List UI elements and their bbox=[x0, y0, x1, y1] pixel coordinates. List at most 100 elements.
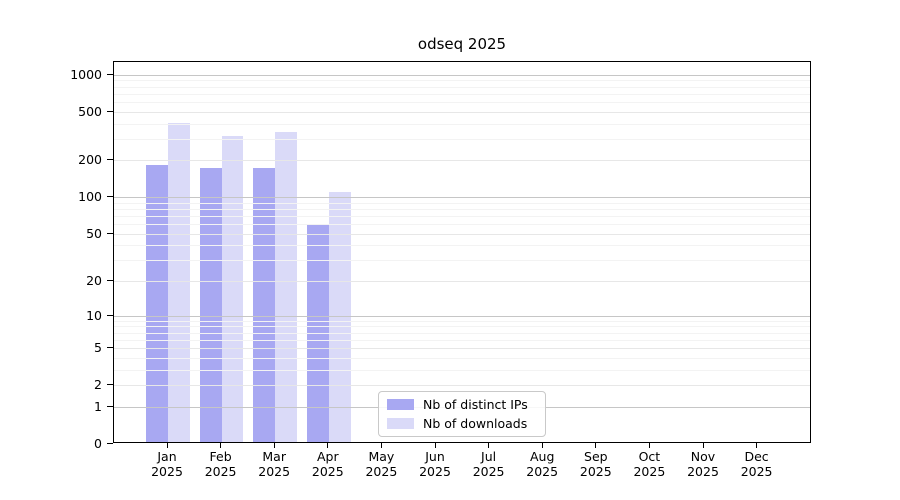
x-tick-month: Feb bbox=[209, 449, 232, 464]
y-tick-mark bbox=[107, 110, 113, 112]
x-tick-label: May 2025 bbox=[349, 449, 413, 479]
gridline bbox=[114, 123, 810, 125]
x-tick-month: Jun bbox=[425, 449, 445, 464]
y-tick-mark bbox=[107, 346, 113, 348]
gridline bbox=[114, 160, 810, 162]
bar-downloads bbox=[221, 135, 244, 442]
x-tick-mark bbox=[488, 443, 490, 448]
x-tick-label: Apr 2025 bbox=[296, 449, 360, 479]
y-tick-label: 200 bbox=[78, 152, 102, 168]
x-tick-month: Nov bbox=[690, 449, 716, 464]
gridline bbox=[114, 74, 810, 76]
gridline bbox=[114, 339, 810, 341]
legend-row-downloads: Nb of downloads bbox=[387, 416, 537, 431]
y-tick-label: 1000 bbox=[70, 66, 102, 82]
gridline bbox=[114, 86, 810, 88]
x-tick-year: 2025 bbox=[472, 464, 505, 479]
gridline bbox=[114, 315, 810, 317]
x-tick-year: 2025 bbox=[687, 464, 719, 479]
bar-distinct-ips bbox=[199, 168, 222, 442]
x-tick-label: Mar 2025 bbox=[242, 449, 306, 479]
y-tick-label: 2 bbox=[94, 376, 102, 392]
y-tick-mark bbox=[107, 159, 113, 161]
bar-distinct-ips bbox=[307, 225, 329, 442]
x-tick-year: 2025 bbox=[365, 464, 398, 479]
gridline bbox=[114, 369, 810, 371]
legend: Nb of distinct IPs Nb of downloads bbox=[378, 391, 546, 437]
gridline bbox=[114, 224, 810, 226]
x-tick-year: 2025 bbox=[526, 464, 559, 479]
gridline bbox=[114, 280, 810, 282]
y-tick-mark bbox=[107, 73, 113, 75]
y-tick-label: 10 bbox=[86, 307, 102, 323]
x-tick-year: 2025 bbox=[258, 464, 291, 479]
x-tick-month: Jan bbox=[157, 449, 177, 464]
y-tick-label: 100 bbox=[78, 189, 102, 205]
gridline bbox=[114, 215, 810, 217]
x-tick-year: 2025 bbox=[204, 464, 237, 479]
x-tick-year: 2025 bbox=[419, 464, 451, 479]
x-tick-month: Dec bbox=[744, 449, 769, 464]
x-tick-month: Apr bbox=[316, 449, 339, 464]
x-tick-label: Feb 2025 bbox=[189, 449, 253, 479]
gridline bbox=[114, 197, 810, 199]
x-tick-mark bbox=[273, 443, 275, 448]
x-tick-month: Oct bbox=[638, 449, 661, 464]
y-tick-mark bbox=[107, 442, 113, 444]
gridline bbox=[114, 80, 810, 82]
x-tick-year: 2025 bbox=[579, 464, 612, 479]
x-tick-mark bbox=[434, 443, 436, 448]
y-tick-mark bbox=[107, 405, 113, 407]
y-tick-mark bbox=[107, 383, 113, 385]
y-tick-label: 500 bbox=[78, 103, 102, 119]
gridline bbox=[114, 93, 810, 95]
x-tick-month: Aug bbox=[529, 449, 555, 464]
x-tick-mark bbox=[648, 443, 650, 448]
x-tick-label: Oct 2025 bbox=[617, 449, 681, 479]
y-tick-label: 0 bbox=[94, 435, 102, 451]
plot-area bbox=[113, 61, 811, 443]
gridline bbox=[114, 245, 810, 247]
x-tick-label: Dec 2025 bbox=[725, 449, 789, 479]
x-tick-label: Jun 2025 bbox=[403, 449, 467, 479]
x-tick-label: Sep 2025 bbox=[564, 449, 628, 479]
legend-label-downloads: Nb of downloads bbox=[423, 416, 528, 431]
gridline bbox=[114, 233, 810, 235]
y-tick-label: 1 bbox=[94, 398, 102, 414]
gridline bbox=[114, 260, 810, 262]
x-tick-mark bbox=[327, 443, 329, 448]
y-tick-mark bbox=[107, 279, 113, 281]
gridline bbox=[114, 101, 810, 103]
legend-swatch-distinct-ips bbox=[387, 399, 414, 410]
gridline bbox=[114, 202, 810, 204]
gridline bbox=[114, 320, 810, 322]
bar-downloads bbox=[328, 191, 351, 442]
x-tick-label: Jul 2025 bbox=[457, 449, 521, 479]
gridline bbox=[114, 357, 810, 359]
x-tick-mark bbox=[702, 443, 704, 448]
x-tick-month: Jul bbox=[481, 449, 497, 464]
x-tick-label: Jan 2025 bbox=[135, 449, 199, 479]
bar-distinct-ips bbox=[253, 167, 276, 442]
x-tick-mark bbox=[220, 443, 222, 448]
legend-row-distinct-ips: Nb of distinct IPs bbox=[387, 397, 537, 412]
gridline bbox=[114, 111, 810, 113]
x-tick-month: Mar bbox=[262, 449, 286, 464]
bar-downloads bbox=[168, 122, 190, 442]
y-tick-mark bbox=[107, 232, 113, 234]
x-tick-label: Nov 2025 bbox=[671, 449, 735, 479]
gridline bbox=[114, 384, 810, 386]
gridline bbox=[114, 347, 810, 349]
y-tick-label: 50 bbox=[86, 225, 102, 241]
x-tick-year: 2025 bbox=[633, 464, 666, 479]
x-tick-mark bbox=[756, 443, 758, 448]
x-tick-month: Sep bbox=[584, 449, 608, 464]
x-tick-mark bbox=[166, 443, 168, 448]
legend-label-distinct-ips: Nb of distinct IPs bbox=[423, 397, 528, 412]
x-tick-label: Aug 2025 bbox=[510, 449, 574, 479]
y-tick-mark bbox=[107, 314, 113, 316]
chart-title: odseq 2025 bbox=[417, 35, 507, 53]
y-tick-mark bbox=[107, 196, 113, 198]
gridline bbox=[114, 332, 810, 334]
x-tick-mark bbox=[380, 443, 382, 448]
